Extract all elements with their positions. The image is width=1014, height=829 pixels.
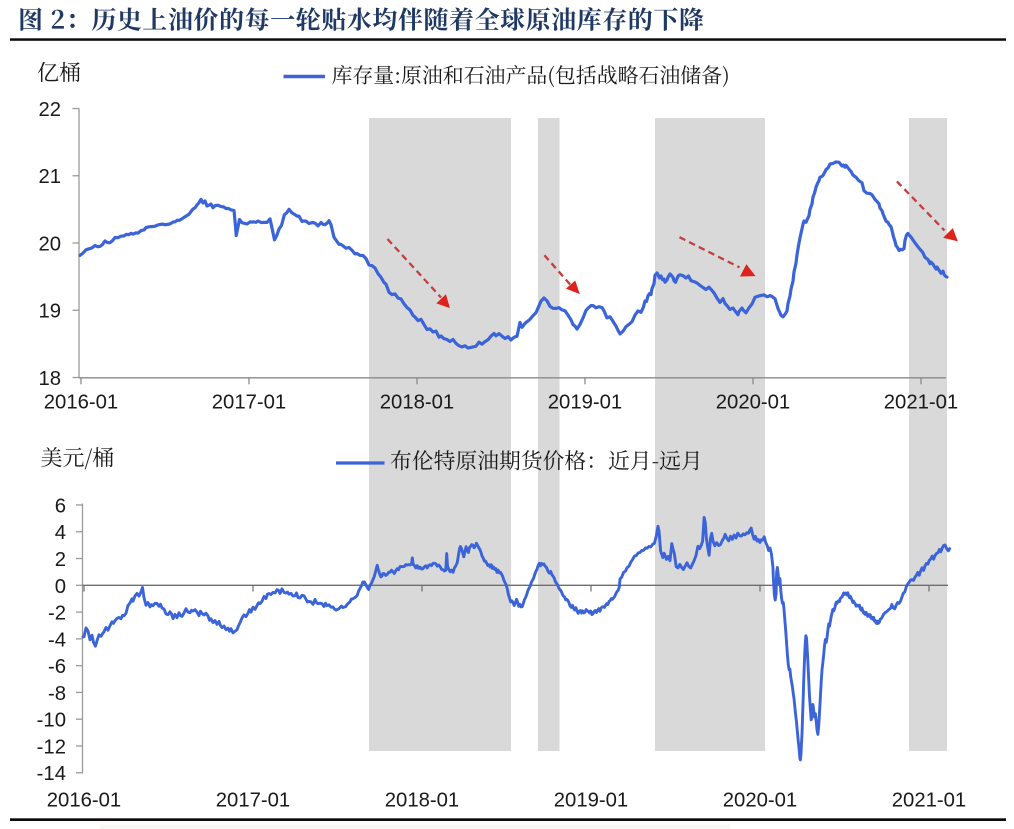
svg-text:-12: -12: [37, 736, 66, 758]
svg-text:18: 18: [38, 368, 61, 390]
svg-text:2016-01: 2016-01: [44, 392, 118, 414]
svg-text:0: 0: [55, 576, 66, 598]
svg-text:2: 2: [55, 549, 66, 571]
svg-text:2017-01: 2017-01: [216, 790, 290, 812]
svg-text:2020-01: 2020-01: [716, 392, 790, 414]
svg-text:19: 19: [38, 301, 61, 323]
svg-text:-10: -10: [37, 710, 66, 732]
svg-text:2018-01: 2018-01: [385, 790, 459, 812]
svg-text:21: 21: [38, 166, 61, 188]
svg-text:2016-01: 2016-01: [47, 790, 121, 812]
svg-text:4: 4: [55, 522, 66, 544]
svg-text:2021-01: 2021-01: [884, 392, 958, 414]
svg-text:2021-01: 2021-01: [892, 790, 966, 812]
svg-text:6: 6: [55, 495, 66, 517]
svg-text:2020-01: 2020-01: [723, 790, 797, 812]
svg-text:2018-01: 2018-01: [380, 392, 454, 414]
svg-text:20: 20: [38, 233, 61, 255]
svg-text:-4: -4: [48, 629, 66, 651]
svg-text:-8: -8: [48, 683, 66, 705]
svg-text:2019-01: 2019-01: [548, 392, 622, 414]
svg-text:-6: -6: [48, 656, 66, 678]
svg-text:2019-01: 2019-01: [554, 790, 628, 812]
svg-text:2017-01: 2017-01: [212, 392, 286, 414]
svg-text:22: 22: [38, 99, 61, 121]
svg-text:-2: -2: [48, 603, 66, 625]
svg-text:-14: -14: [37, 763, 66, 785]
